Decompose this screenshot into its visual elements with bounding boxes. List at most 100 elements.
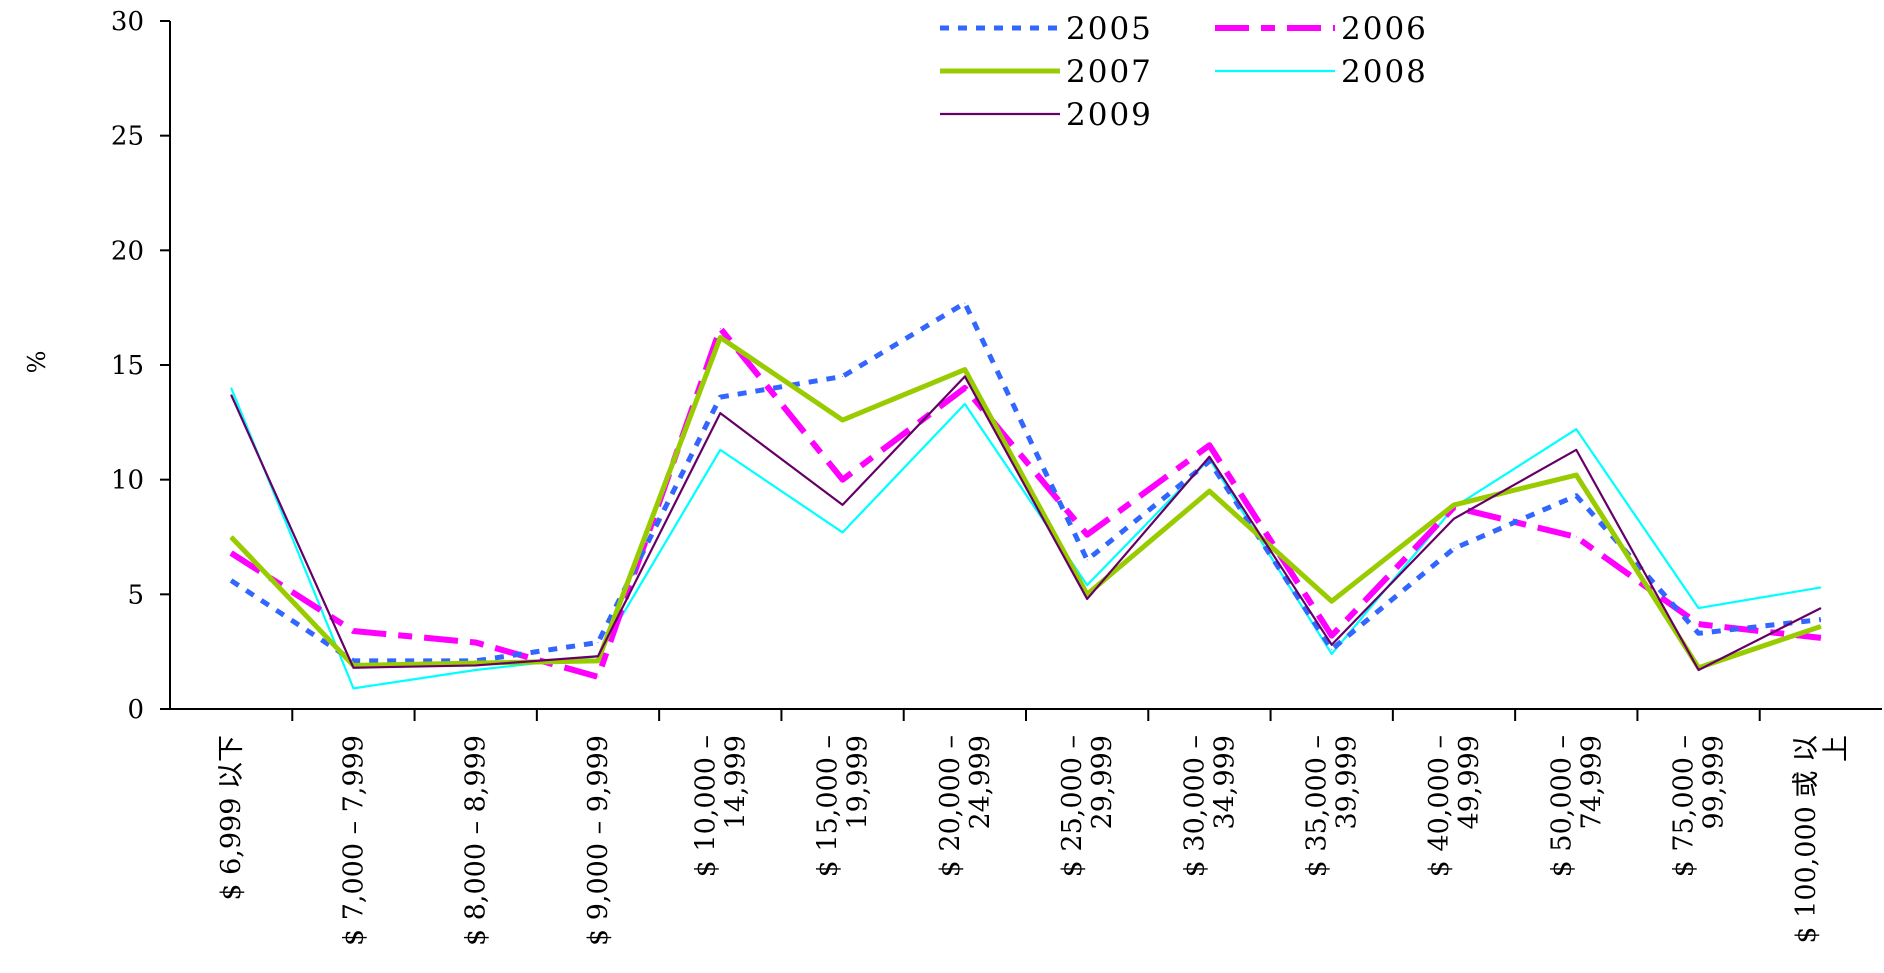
x-tick-label-line: 29,999 [1087, 735, 1118, 829]
series-lines [229, 300, 1822, 690]
data-point-2007 [719, 336, 721, 338]
data-point-2007 [1575, 474, 1577, 476]
data-point-2005 [1575, 495, 1577, 497]
y-ticks: 0 5 10 15 20 25 30 [111, 7, 170, 725]
data-point-2008 [475, 669, 477, 671]
data-point-2006 [1820, 637, 1822, 639]
x-tick-label: $ 7,000 – 7,999 [338, 735, 369, 946]
data-point-2005 [719, 396, 721, 398]
x-tick-label-line: $ 10,000 – [690, 735, 721, 877]
data-point-2005 [1820, 619, 1822, 621]
data-point-2008 [1575, 428, 1577, 430]
series-line-2008 [230, 387, 1822, 690]
legend-label: 2006 [1341, 11, 1428, 47]
data-point-2008 [1820, 586, 1822, 588]
legend-label: 2008 [1341, 54, 1428, 90]
data-point-2006 [1575, 536, 1577, 538]
y-tick-label: 0 [127, 695, 144, 725]
data-point-2007 [1208, 490, 1210, 492]
x-tick-label: $ 15,000 –19,999 [813, 735, 874, 877]
data-point-2008 [842, 531, 844, 533]
x-tick-label-line: 74,999 [1576, 735, 1607, 829]
x-tick-label: $ 35,000 –39,999 [1302, 735, 1363, 877]
data-point-2007 [964, 369, 966, 371]
data-point-2005 [842, 375, 844, 377]
series-line-2006 [229, 325, 1822, 680]
x-tick-label-line: $ 6,999 以下 [216, 735, 247, 901]
data-point-2009 [1086, 598, 1088, 600]
data-point-2009 [597, 655, 599, 657]
x-tick-label-line: $ 30,000 – [1179, 735, 1210, 877]
data-point-2005 [1208, 460, 1210, 462]
x-tick-label: $ 6,999 以下 [216, 735, 247, 901]
legend: 2005 2006 2007 2008 2009 [940, 11, 1428, 133]
data-point-2006 [719, 327, 721, 329]
x-tick-label: $ 25,000 –29,999 [1057, 735, 1118, 877]
x-tick-label-line: 14,999 [720, 735, 751, 829]
x-tick-label: $ 50,000 –74,999 [1546, 735, 1607, 877]
x-tick-label-line: $ 100,000 或 以 [1791, 735, 1822, 944]
x-tick-label-line: 39,999 [1332, 735, 1363, 829]
data-point-2009 [1208, 456, 1210, 458]
data-point-2008 [352, 687, 354, 689]
x-tick-label: $ 40,000 –49,999 [1424, 735, 1485, 877]
data-point-2009 [964, 375, 966, 377]
data-point-2009 [842, 504, 844, 506]
data-point-2008 [230, 387, 232, 389]
series-line-2005 [229, 300, 1822, 664]
data-point-2006 [1331, 635, 1333, 637]
data-point-2005 [1331, 648, 1333, 650]
legend-item-2007: 2007 [940, 54, 1153, 90]
y-tick-label: 20 [111, 236, 144, 266]
x-tick-label-line: 34,999 [1209, 735, 1240, 829]
data-point-2007 [597, 660, 599, 662]
data-point-2007 [1453, 504, 1455, 506]
data-point-2005 [1086, 559, 1088, 561]
x-tick-label-line: $ 40,000 – [1424, 735, 1455, 877]
data-point-2009 [475, 664, 477, 666]
x-tick-label-line: $ 35,000 – [1302, 735, 1333, 877]
legend-item-2005: 2005 [940, 11, 1151, 47]
data-point-2007 [1820, 625, 1822, 627]
data-point-2009 [719, 412, 721, 414]
axes: % [23, 21, 1882, 710]
x-tick-label-line: $ 15,000 – [813, 735, 844, 877]
x-tick-label-line: $ 9,000 – 9,999 [583, 735, 614, 946]
data-point-2007 [1086, 593, 1088, 595]
data-point-2009 [352, 667, 354, 669]
x-tick-label-line: 49,999 [1454, 735, 1485, 829]
data-point-2006 [230, 552, 232, 554]
data-point-2006 [475, 641, 477, 643]
x-tick-label: $ 9,000 – 9,999 [583, 735, 614, 946]
legend-item-2006: 2006 [1215, 11, 1428, 47]
x-tick-label: $ 8,000 – 8,999 [461, 735, 492, 946]
y-axis-label: % [23, 351, 51, 374]
x-tick-label-line: $ 25,000 – [1057, 735, 1088, 877]
x-tick-label-line: 24,999 [965, 735, 996, 829]
y-tick-label: 15 [111, 351, 144, 381]
data-point-2005 [230, 580, 232, 582]
y-tick-label: 5 [127, 580, 144, 610]
x-tick-label-line: $ 7,000 – 7,999 [338, 735, 369, 946]
x-tick-label-line: 99,999 [1699, 735, 1730, 829]
data-point-2006 [597, 676, 599, 678]
x-tick-label: $ 100,000 或 以上 [1791, 735, 1852, 944]
x-tick-label-line: $ 8,000 – 8,999 [461, 735, 492, 946]
legend-label: 2007 [1066, 54, 1153, 90]
data-point-2008 [1331, 653, 1333, 655]
x-tick-label-line: $ 20,000 – [935, 735, 966, 877]
data-point-2007 [842, 419, 844, 421]
data-point-2009 [1453, 518, 1455, 520]
data-point-2005 [1698, 632, 1700, 634]
data-point-2009 [230, 394, 232, 396]
legend-label: 2009 [1066, 97, 1153, 133]
y-tick-label: 25 [111, 122, 144, 152]
legend-item-2009: 2009 [940, 97, 1153, 133]
y-tick-label: 30 [111, 7, 144, 37]
data-point-2005 [964, 302, 966, 304]
data-point-2009 [1331, 644, 1333, 646]
data-point-2006 [352, 630, 354, 632]
data-point-2007 [230, 536, 232, 538]
data-point-2009 [1820, 607, 1822, 609]
